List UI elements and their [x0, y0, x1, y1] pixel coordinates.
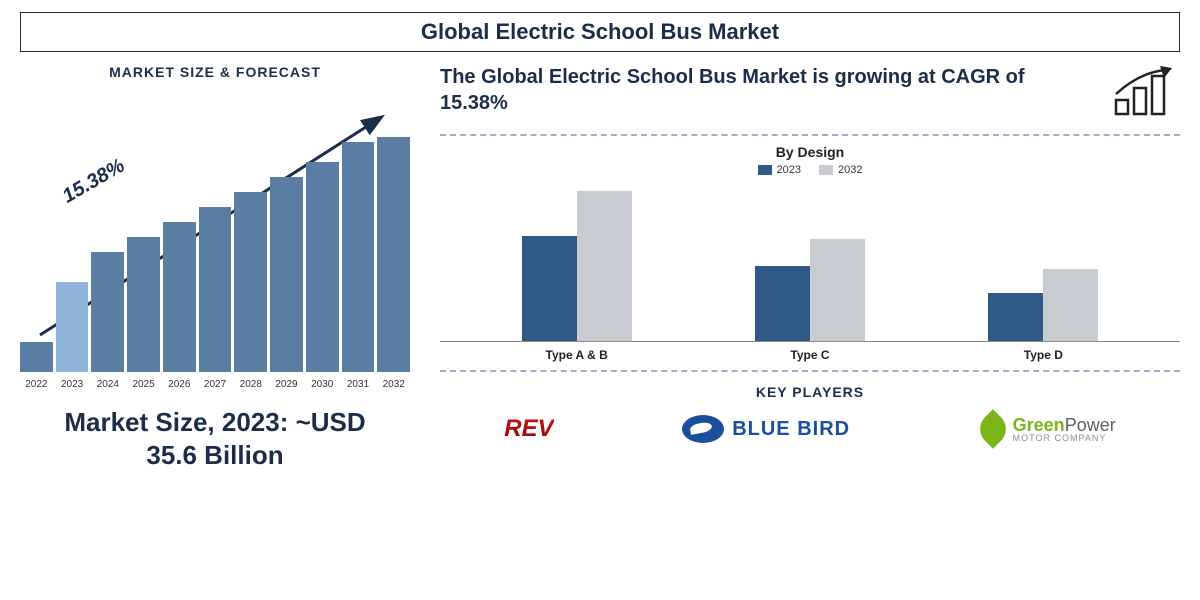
forecast-year-label: 2023	[56, 379, 89, 390]
forecast-bar	[306, 162, 339, 372]
design-bar-2032	[810, 239, 865, 341]
forecast-bar	[377, 137, 410, 372]
legend-label: 2023	[777, 164, 801, 176]
forecast-bar	[234, 192, 267, 372]
design-chart: By Design 2023 2032 Type A & B Type C Type …	[440, 144, 1180, 364]
design-category-label: Type A & B	[507, 348, 647, 362]
design-legend: 2023 2032	[440, 164, 1180, 176]
market-size-callout: Market Size, 2023: ~USD 35.6 Billion	[20, 406, 410, 471]
forecast-year-label: 2025	[127, 379, 160, 390]
forecast-bar	[270, 177, 303, 372]
forecast-year-label: 2030	[306, 379, 339, 390]
divider-icon	[440, 370, 1180, 372]
main-columns: MARKET SIZE & FORECAST 15.38% 2022202320…	[20, 64, 1180, 590]
headline-row: The Global Electric School Bus Market is…	[440, 64, 1180, 118]
forecast-bar	[163, 222, 196, 372]
greenpower-logo: GreenPower MOTOR COMPANY	[979, 415, 1116, 443]
forecast-subhead: MARKET SIZE & FORECAST	[20, 64, 410, 80]
forecast-bar	[127, 237, 160, 372]
forecast-year-label: 2031	[342, 379, 375, 390]
design-bar-group	[507, 191, 647, 341]
design-bar-2032	[577, 191, 632, 341]
legend-swatch-icon	[819, 165, 833, 175]
legend-item: 2032	[819, 164, 862, 176]
forecast-bar	[91, 252, 124, 372]
rev-logo: REV	[504, 415, 553, 443]
forecast-bar	[20, 342, 53, 372]
forecast-year-label: 2024	[91, 379, 124, 390]
design-bar-2032	[1043, 269, 1098, 341]
legend-swatch-icon	[758, 165, 772, 175]
forecast-year-label: 2026	[163, 379, 196, 390]
legend-item: 2023	[758, 164, 801, 176]
infographic-root: Global Electric School Bus Market MARKET…	[0, 0, 1200, 600]
key-players-logos: REV BLUE BIRD GreenPower MOTOR COMPANY	[440, 406, 1180, 452]
design-bar-2023	[755, 266, 810, 341]
forecast-year-label: 2022	[20, 379, 53, 390]
right-column: The Global Electric School Bus Market is…	[440, 64, 1180, 590]
forecast-bar	[56, 282, 89, 372]
greenpower-sub: MOTOR COMPANY	[1013, 434, 1116, 443]
leaf-icon	[973, 409, 1013, 449]
bluebird-text: BLUE BIRD	[732, 418, 850, 441]
forecast-year-label: 2032	[377, 379, 410, 390]
growth-chart-icon	[1110, 64, 1180, 118]
forecast-year-label: 2029	[270, 379, 303, 390]
forecast-bar	[199, 207, 232, 372]
forecast-chart: 15.38% 202220232024202520262027202820292…	[20, 100, 410, 390]
bluebird-logo: BLUE BIRD	[682, 415, 850, 443]
design-bar-group	[740, 239, 880, 341]
page-title: Global Electric School Bus Market	[20, 12, 1180, 52]
key-players-heading: KEY PLAYERS	[440, 384, 1180, 400]
divider-icon	[440, 134, 1180, 136]
bluebird-oval-icon	[682, 415, 724, 443]
legend-label: 2032	[838, 164, 862, 176]
design-bar-2023	[988, 293, 1043, 341]
market-size-line2: 35.6 Billion	[146, 440, 283, 470]
market-size-line1: Market Size, 2023: ~USD	[64, 407, 365, 437]
greenpower-main: GreenPower	[1013, 416, 1116, 434]
design-category-label: Type D	[973, 348, 1113, 362]
forecast-bar	[342, 142, 375, 372]
design-category-label: Type C	[740, 348, 880, 362]
headline-text: The Global Electric School Bus Market is…	[440, 64, 1090, 116]
forecast-year-label: 2028	[234, 379, 267, 390]
left-column: MARKET SIZE & FORECAST 15.38% 2022202320…	[20, 64, 410, 590]
design-bar-2023	[522, 236, 577, 341]
forecast-year-label: 2027	[199, 379, 232, 390]
design-chart-title: By Design	[440, 144, 1180, 160]
design-bar-group	[973, 269, 1113, 341]
